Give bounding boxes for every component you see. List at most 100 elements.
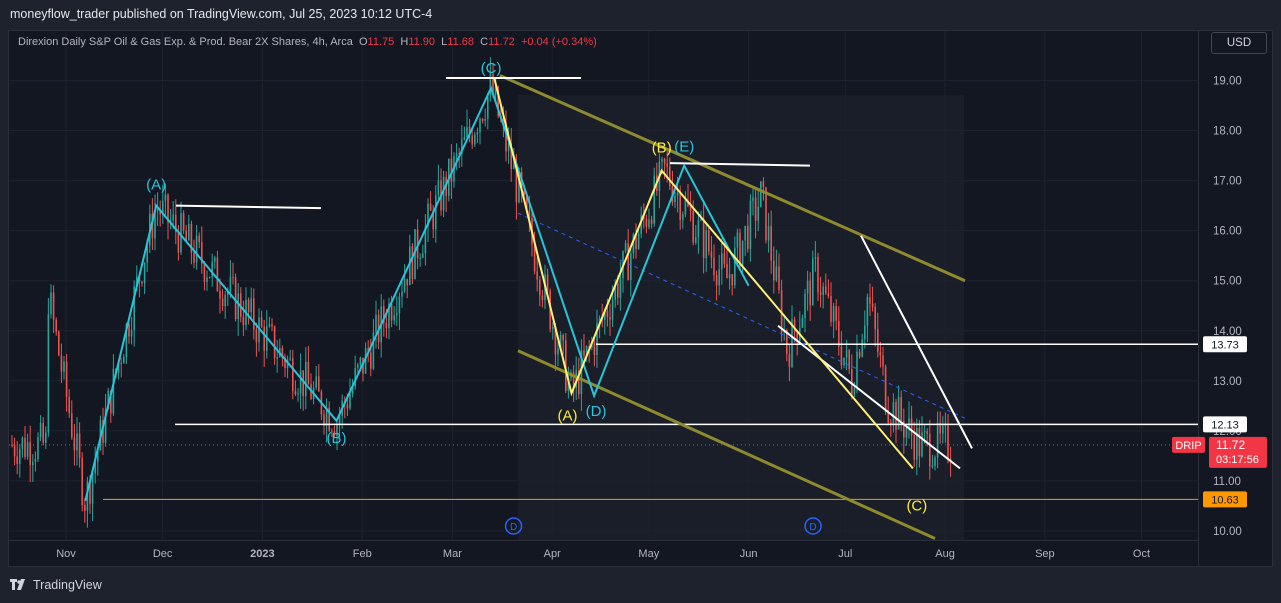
candle-body <box>253 298 255 330</box>
candle-body <box>315 376 317 388</box>
candle-body <box>91 473 94 504</box>
candle-body <box>211 261 213 278</box>
candle-body <box>918 427 921 457</box>
y-tick-label: 15.00 <box>1213 276 1242 288</box>
candle-body <box>172 214 174 221</box>
y-tick-label: 19.00 <box>1213 76 1242 88</box>
candle-body <box>864 325 866 340</box>
candle-body <box>593 341 596 355</box>
level-tag-12.13 <box>1203 416 1247 433</box>
wave-label-yellow: (C) <box>906 497 927 514</box>
candle-body <box>541 295 544 300</box>
candle-body <box>442 176 445 211</box>
low-label: L <box>441 36 448 48</box>
candle-body <box>892 402 895 424</box>
x-tick-label: Oct <box>1133 548 1150 560</box>
candle-body <box>718 269 720 286</box>
low-value: 11.68 <box>447 36 475 48</box>
dividend-marker-label: D <box>510 522 517 533</box>
candle-body <box>388 303 390 329</box>
candle-body <box>692 211 694 243</box>
time-axis-border <box>9 540 1198 541</box>
candle-body <box>505 121 507 152</box>
candle-body <box>546 274 549 291</box>
candle-body <box>232 276 234 278</box>
x-tick-label: Aug <box>935 548 955 560</box>
x-tick-label: Apr <box>544 548 561 560</box>
candle-body <box>401 291 403 297</box>
candle-body <box>466 126 468 137</box>
candle-body <box>71 413 73 438</box>
candle-body <box>765 187 767 241</box>
candle-body <box>757 206 759 221</box>
candle-body <box>221 298 224 307</box>
chart-frame[interactable] <box>8 30 1273 567</box>
candle-body <box>203 263 206 282</box>
candle-body <box>437 180 440 196</box>
candle-body <box>292 358 294 392</box>
tradingview-logo[interactable]: TradingView <box>10 578 102 592</box>
candle-body <box>604 310 606 320</box>
candle-body <box>461 139 463 154</box>
candle-body <box>481 118 484 121</box>
candle-body <box>851 369 853 395</box>
candle-body <box>884 366 887 412</box>
candle-body <box>624 242 627 252</box>
currency-button[interactable]: USD <box>1211 32 1267 54</box>
candle-body <box>700 218 702 221</box>
candle-body <box>364 348 367 374</box>
candle-body <box>832 306 835 322</box>
candle-body <box>271 324 273 327</box>
candle-body <box>136 276 138 287</box>
candle-body <box>554 326 557 355</box>
candle-body <box>11 444 13 446</box>
candle-body <box>78 433 81 458</box>
symbol-tag-text: DRIP <box>1175 440 1201 452</box>
candle-body <box>858 351 861 357</box>
candle-body <box>19 448 21 464</box>
candle-body <box>180 213 182 253</box>
candle-body <box>123 356 125 364</box>
candle-body <box>146 245 148 263</box>
candle-body <box>393 314 395 321</box>
candle-body <box>398 296 401 314</box>
candle-body <box>713 257 715 276</box>
candle-body <box>578 370 580 395</box>
candle-body <box>229 276 232 292</box>
wave-label-yellow: (A) <box>558 407 578 424</box>
candle-body <box>695 237 697 243</box>
candle-body <box>786 330 788 354</box>
candle-body <box>835 306 837 321</box>
candle-body <box>843 357 845 366</box>
candle-body <box>814 257 817 259</box>
candle-body <box>487 94 489 119</box>
candle-body <box>182 213 185 231</box>
candle-body <box>874 307 876 330</box>
candle-body <box>338 415 341 424</box>
candle-body <box>195 235 198 263</box>
change-value: +0.04 (+0.34%) <box>520 36 597 48</box>
candle-body <box>37 437 39 459</box>
candle-body <box>596 323 598 355</box>
candle-body <box>908 418 910 428</box>
symbol-legend: Direxion Daily S&P Oil & Gas Exp. & Prod… <box>18 36 597 48</box>
candle-body <box>151 213 154 239</box>
candle-body <box>45 432 47 443</box>
x-tick-label: Dec <box>153 548 173 560</box>
candle-body <box>536 271 538 280</box>
x-tick-label: Nov <box>56 548 76 560</box>
wave-label-cyan: (D) <box>586 403 607 420</box>
candle-body <box>682 214 684 221</box>
x-tick-label: May <box>638 548 659 560</box>
candle-body <box>34 458 37 462</box>
channel-shade <box>518 95 964 540</box>
candle-body <box>866 297 869 326</box>
candle-body <box>403 278 406 292</box>
candle-body <box>726 263 728 279</box>
candle-body <box>55 319 57 332</box>
candle-body <box>721 253 723 270</box>
candle-body <box>58 331 60 356</box>
candle-body <box>432 210 434 230</box>
candle-body <box>840 346 843 366</box>
